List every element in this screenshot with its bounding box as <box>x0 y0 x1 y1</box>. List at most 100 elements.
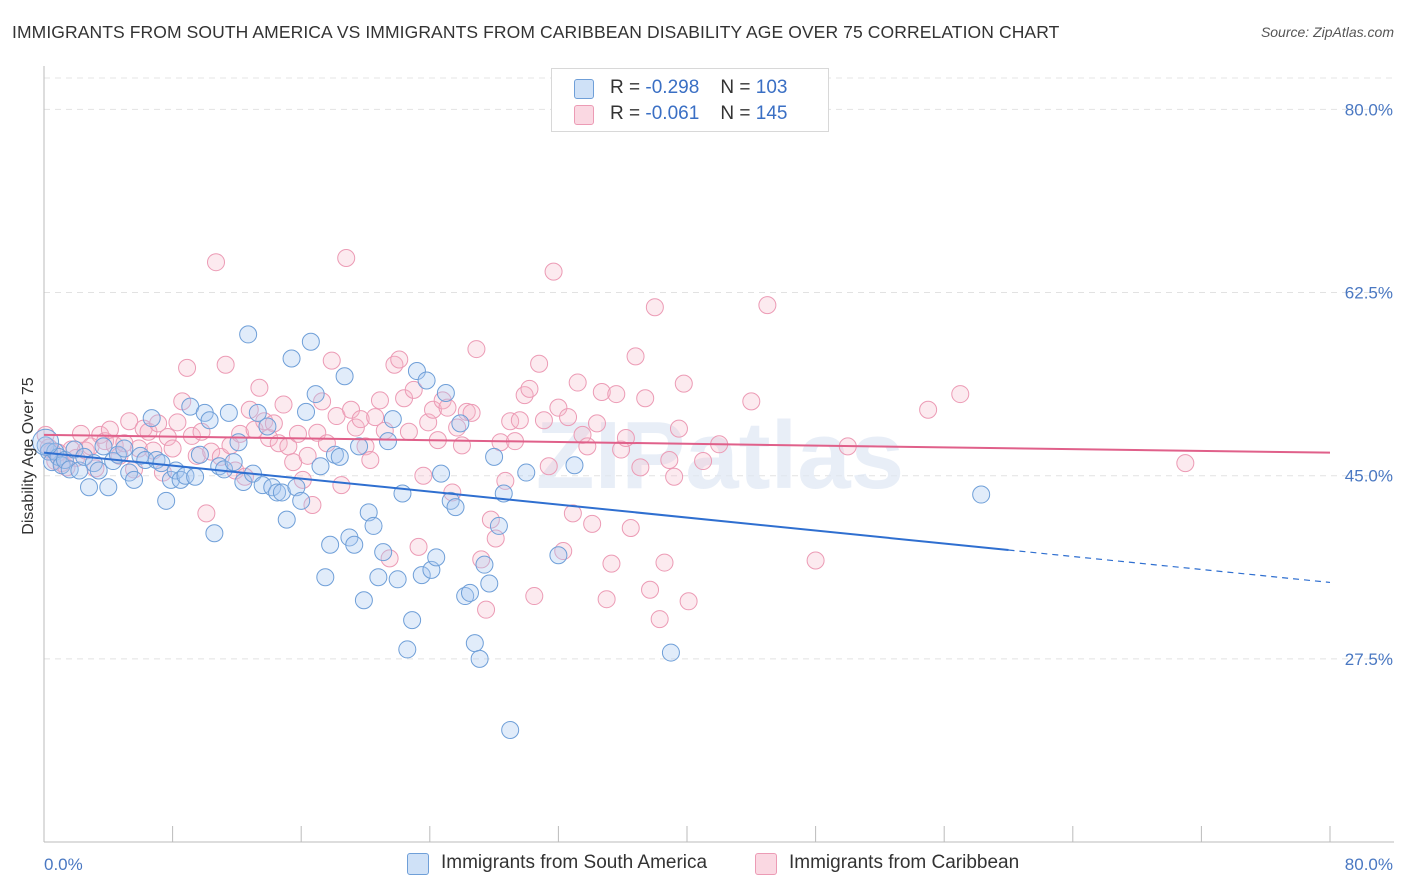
caribbean-point <box>568 373 587 392</box>
south-america-point <box>446 498 465 517</box>
south-america-point <box>292 491 311 510</box>
tick-labels: 27.5% 45.0% 62.5% 80.0% 0.0% 80.0% <box>44 100 1393 874</box>
n-label: N = <box>720 103 751 124</box>
caribbean-point <box>207 253 226 272</box>
south-america-point <box>239 325 258 344</box>
caribbean-point <box>510 411 529 430</box>
caribbean-point <box>602 554 621 573</box>
south-america-point <box>190 445 209 464</box>
caribbean-point <box>539 457 558 476</box>
south-america-point <box>565 456 584 475</box>
south-america-point <box>60 460 79 479</box>
south-america-point <box>186 467 205 486</box>
caribbean-point <box>919 400 938 419</box>
south-america-point <box>972 485 991 504</box>
caribbean-point <box>951 385 970 404</box>
south-america-point <box>268 483 287 502</box>
caribbean-point <box>806 551 825 570</box>
caribbean-point <box>313 392 332 411</box>
south-america-point <box>383 410 402 429</box>
caribbean-point <box>694 452 713 471</box>
south-america-point <box>427 548 446 567</box>
south-america-point <box>316 568 335 587</box>
r-label: R = <box>610 77 641 98</box>
south-america-point <box>480 574 499 593</box>
south-america-trend-extension <box>1008 549 1331 584</box>
caribbean-point <box>645 298 664 317</box>
x-tick-label: 80.0% <box>1345 855 1393 874</box>
caribbean-point <box>525 587 544 606</box>
caribbean-point <box>322 351 341 370</box>
south-america-point <box>517 463 536 482</box>
n-label: N = <box>720 77 751 98</box>
caribbean-point <box>1176 454 1195 473</box>
south-america-point <box>272 483 291 502</box>
caribbean-point <box>612 440 631 459</box>
south-america-point <box>224 453 243 472</box>
caribbean-point <box>583 514 602 533</box>
south-america-point <box>470 649 489 668</box>
caribbean-point <box>587 414 606 433</box>
south-america-point <box>229 433 248 452</box>
caribbean-point <box>390 350 409 369</box>
south-america-points <box>32 325 991 740</box>
south-america-point <box>441 491 460 510</box>
caribbean-point <box>129 439 148 458</box>
south-america-point <box>661 643 680 662</box>
r-label: R = <box>610 103 641 124</box>
x-tick-label: 0.0% <box>44 855 83 874</box>
south-america-point <box>277 510 296 529</box>
legend-swatch-blue <box>407 853 429 875</box>
caribbean-point <box>197 504 216 523</box>
chart-title: IMMIGRANTS FROM SOUTH AMERICA VS IMMIGRA… <box>12 22 1060 42</box>
south-america-point <box>39 442 58 461</box>
caribbean-point <box>742 392 761 411</box>
watermark: ZIPatlas <box>536 402 904 509</box>
south-america-point <box>99 478 118 497</box>
south-america-point <box>359 503 378 522</box>
legend-label: Immigrants from Caribbean <box>789 852 1020 873</box>
caribbean-point <box>477 600 496 619</box>
trend-lines <box>43 433 1331 584</box>
south-america-point <box>263 478 282 497</box>
south-america-point <box>403 611 422 630</box>
caribbean-point <box>650 610 669 629</box>
caribbean-point <box>501 412 520 431</box>
south-america-point <box>157 491 176 510</box>
correlation-legend: R = -0.298 N = 103 R = -0.061 N = 145 <box>551 68 829 132</box>
south-america-point <box>65 440 84 459</box>
south-america-point <box>306 385 325 404</box>
south-america-point <box>52 456 71 475</box>
caribbean-point <box>592 382 611 401</box>
south-america-point <box>200 411 219 430</box>
caribbean-point <box>351 410 370 429</box>
caribbean-point <box>674 374 693 393</box>
caribbean-point <box>404 380 423 399</box>
caribbean-point <box>530 354 549 373</box>
caribbean-point <box>409 537 428 556</box>
y-axis-label: Disability Age Over 75 <box>20 377 37 535</box>
south-america-point <box>345 535 364 554</box>
south-america-point <box>407 362 426 381</box>
caribbean-point <box>337 249 356 268</box>
south-america-point <box>258 417 277 436</box>
south-america-point <box>374 543 393 562</box>
south-america-point <box>125 470 144 489</box>
gridlines <box>44 77 1394 660</box>
y-tick-label: 27.5% <box>1345 650 1393 669</box>
caribbean-point <box>71 424 90 443</box>
r-value: -0.061 <box>645 103 700 124</box>
n-value: 103 <box>755 77 788 98</box>
south-america-point <box>456 587 475 606</box>
caribbean-point <box>641 580 660 599</box>
caribbean-point <box>399 422 418 441</box>
caribbean-point <box>597 590 616 609</box>
caribbean-point <box>346 418 365 437</box>
south-america-point <box>335 367 354 386</box>
south-america-point <box>161 470 180 489</box>
source-label: Source: ZipAtlas.com <box>1260 24 1394 40</box>
south-america-point <box>489 516 508 535</box>
south-america-point <box>388 570 407 589</box>
south-america-point <box>398 640 417 659</box>
